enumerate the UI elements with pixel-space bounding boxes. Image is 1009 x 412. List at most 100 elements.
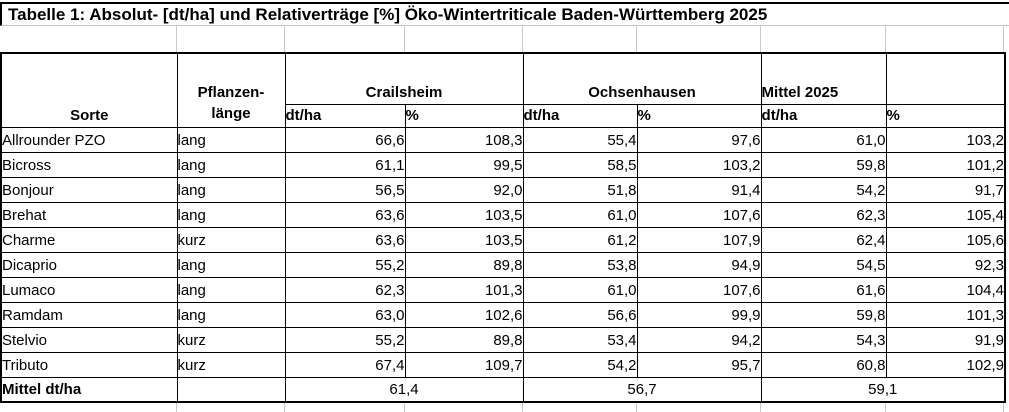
- table-row: Bonjour lang 56,5 92,0 51,8 91,4 54,2 91…: [0, 176, 1006, 203]
- value-cell: 103,2: [885, 126, 1006, 153]
- value-cell: 62,3: [284, 276, 406, 303]
- value-cell: 103,5: [404, 226, 524, 253]
- value-cell: 53,8: [522, 251, 638, 278]
- table-row: Bicross lang 61,1 99,5 58,5 103,2 59,8 1…: [0, 151, 1006, 178]
- sorte-cell: Brehat: [0, 201, 178, 228]
- table-row: Lumaco lang 62,3 101,3 61,0 107,6 61,6 1…: [0, 276, 1006, 303]
- value-cell: 61,2: [522, 226, 638, 253]
- value-cell: 94,2: [636, 326, 762, 353]
- gridline: [636, 403, 637, 412]
- table-row: Stelvio kurz 55,2 89,8 53,4 94,2 54,3 91…: [0, 326, 1006, 353]
- gridline: [885, 26, 886, 52]
- col-header-mittel-2025: Mittel 2025: [760, 52, 887, 105]
- subheader-crailsheim-dtha: dt/ha: [284, 103, 406, 128]
- header-row-units: dt/ha % dt/ha % dt/ha %: [1, 103, 1006, 128]
- table-title-text: Tabelle 1: Absolut- [dt/ha] und Relative…: [8, 4, 768, 24]
- value-cell: 92,3: [885, 251, 1006, 278]
- value-cell: 63,0: [284, 301, 406, 328]
- sorte-cell: Bicross: [0, 151, 178, 178]
- value-cell: 107,9: [636, 226, 762, 253]
- subheader-mittel-pct: %: [885, 103, 1006, 128]
- value-cell: 61,0: [760, 126, 887, 153]
- value-cell: 62,3: [760, 201, 887, 228]
- value-cell: 60,8: [760, 351, 887, 378]
- table-row: Ramdam lang 63,0 102,6 56,6 99,9 59,8 10…: [0, 301, 1006, 328]
- sorte-cell: Dicaprio: [0, 251, 178, 278]
- value-cell: 63,6: [284, 226, 406, 253]
- sorte-cell: Bonjour: [0, 176, 178, 203]
- results-table: Sorte Pflanzen- länge Crailsheim Ochsenh…: [0, 52, 1007, 403]
- subheader-ochsenhausen-dtha: dt/ha: [522, 103, 638, 128]
- table-row: Charme kurz 63,6 103,5 61,2 107,9 62,4 1…: [0, 226, 1006, 253]
- value-cell: 55,2: [284, 326, 406, 353]
- laenge-cell: lang: [176, 301, 286, 328]
- value-cell: 61,1: [284, 151, 406, 178]
- gridline: [760, 26, 761, 52]
- laenge-cell: lang: [176, 276, 286, 303]
- laenge-cell: kurz: [176, 226, 286, 253]
- value-cell: 107,6: [636, 201, 762, 228]
- value-cell: 91,7: [885, 176, 1006, 203]
- gridline: [760, 403, 761, 412]
- value-cell: 54,2: [760, 176, 887, 203]
- value-cell: 59,8: [760, 151, 887, 178]
- laenge-cell: lang: [176, 176, 286, 203]
- value-cell: 91,4: [636, 176, 762, 203]
- value-cell: 99,5: [404, 151, 524, 178]
- footer-avg-crailsheim: 61,4: [284, 376, 524, 403]
- gridline: [284, 26, 285, 52]
- pflanzenlaenge-line1: Pflanzen-: [197, 83, 265, 101]
- value-cell: 108,3: [404, 126, 524, 153]
- value-cell: 54,5: [760, 251, 887, 278]
- value-cell: 94,9: [636, 251, 762, 278]
- subheader-ochsenhausen-pct: %: [636, 103, 762, 128]
- gridline: [636, 26, 637, 52]
- gridline: [1003, 403, 1004, 412]
- sorte-cell: Charme: [0, 226, 178, 253]
- value-cell: 103,2: [636, 151, 762, 178]
- gridline: [284, 403, 285, 412]
- pflanzenlaenge-line2: länge: [211, 104, 251, 122]
- header-row-groups: Sorte Pflanzen- länge Crailsheim Ochsenh…: [0, 52, 1006, 128]
- value-cell: 62,4: [760, 226, 887, 253]
- value-cell: 101,3: [885, 301, 1006, 328]
- value-cell: 104,4: [885, 276, 1006, 303]
- value-cell: 97,6: [636, 126, 762, 153]
- footer-label: Mittel dt/ha: [0, 376, 178, 403]
- value-cell: 53,4: [522, 326, 638, 353]
- col-header-ochsenhausen: Ochsenhausen: [522, 52, 762, 105]
- col-header-crailsheim: Crailsheim: [284, 52, 524, 105]
- value-cell: 61,6: [760, 276, 887, 303]
- value-cell: 92,0: [404, 176, 524, 203]
- laenge-cell: kurz: [176, 326, 286, 353]
- value-cell: 54,3: [760, 326, 887, 353]
- subheader-mittel-dtha: dt/ha: [760, 103, 887, 128]
- value-cell: 101,3: [404, 276, 524, 303]
- value-cell: 99,9: [636, 301, 762, 328]
- sorte-cell: Lumaco: [0, 276, 178, 303]
- value-cell: 55,4: [522, 126, 638, 153]
- table-row: Brehat lang 63,6 103,5 61,0 107,6 62,3 1…: [0, 201, 1006, 228]
- value-cell: 58,5: [522, 151, 638, 178]
- col-header-sorte: Sorte: [0, 52, 178, 128]
- value-cell: 109,7: [404, 351, 524, 378]
- value-cell: 105,6: [885, 226, 1006, 253]
- value-cell: 89,8: [404, 326, 524, 353]
- laenge-cell: kurz: [176, 351, 286, 378]
- value-cell: 61,0: [522, 276, 638, 303]
- value-cell: 56,6: [522, 301, 638, 328]
- laenge-cell: lang: [176, 151, 286, 178]
- gridline: [404, 26, 405, 52]
- sorte-cell: Tributo: [0, 351, 178, 378]
- laenge-cell: lang: [176, 126, 286, 153]
- value-cell: 102,6: [404, 301, 524, 328]
- sorte-cell: Stelvio: [0, 326, 178, 353]
- subheader-crailsheim-pct: %: [404, 103, 524, 128]
- col-header-pflanzenlaenge: Pflanzen- länge: [176, 52, 286, 128]
- sorte-cell: Allrounder PZO: [0, 126, 178, 153]
- value-cell: 55,2: [284, 251, 406, 278]
- value-cell: 102,9: [885, 351, 1006, 378]
- laenge-cell: lang: [176, 201, 286, 228]
- table-row: Dicaprio lang 55,2 89,8 53,8 94,9 54,5 9…: [0, 251, 1006, 278]
